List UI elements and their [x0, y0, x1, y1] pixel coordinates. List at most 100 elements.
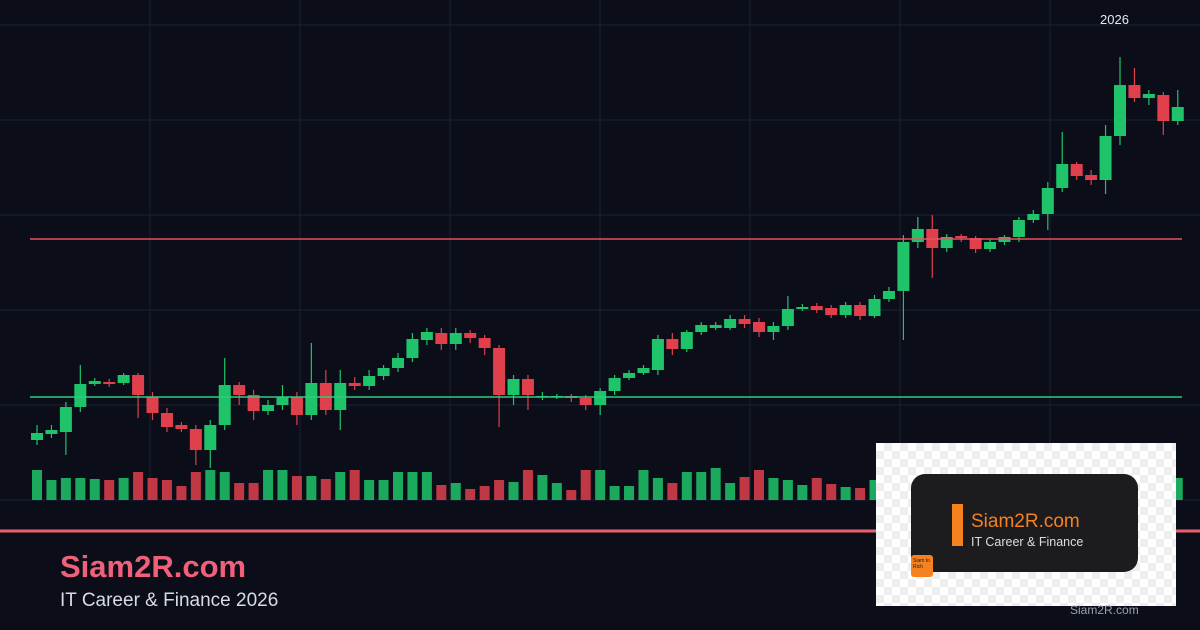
volume-bar [638, 470, 649, 500]
candle-body [1157, 95, 1170, 121]
volume-bar [609, 486, 620, 500]
volume-bar [782, 480, 793, 500]
volume-bar [421, 472, 432, 500]
volume-bar [869, 480, 880, 500]
candle-body [623, 373, 636, 378]
candle-body [59, 407, 72, 432]
volume-bar [1172, 478, 1183, 500]
volume-bar [580, 470, 591, 500]
candle-body [1171, 107, 1184, 121]
candle-body [189, 429, 202, 450]
candle-body [117, 375, 130, 383]
candle-body [1114, 85, 1126, 136]
candle-body [666, 339, 679, 349]
candle-body [897, 242, 910, 291]
candle-body [579, 398, 592, 405]
volume-bar [133, 472, 144, 500]
candle-body [218, 385, 231, 425]
volume-bar [364, 480, 375, 500]
candle-body [31, 433, 43, 440]
volume-bar [46, 480, 57, 500]
candle-body [637, 368, 650, 373]
candle-body [680, 332, 693, 349]
volume-bar [710, 468, 721, 500]
volume-bar [32, 470, 42, 500]
candle-body [709, 325, 722, 328]
volume-bar [60, 478, 71, 500]
volume-bar [291, 476, 302, 500]
candle-body [160, 413, 173, 427]
volume-bar [855, 488, 866, 500]
candle-body [767, 326, 780, 332]
candle-body [132, 375, 145, 395]
volume-bar [652, 478, 663, 500]
candle-body [882, 291, 895, 299]
candle-body [435, 333, 448, 344]
volume-bar [436, 485, 447, 500]
badge-bar [952, 504, 963, 546]
volume-bar [797, 485, 808, 500]
candle-body [276, 397, 289, 405]
candle-body [377, 368, 390, 376]
volume-bar [320, 479, 331, 500]
badge-title: Siam2R.com [971, 511, 1080, 532]
candle-body [493, 348, 506, 395]
volume-bar [118, 478, 129, 500]
volume-bar [754, 470, 764, 500]
candle-body [608, 378, 621, 391]
volume-bar [234, 483, 245, 500]
candle-body [103, 382, 116, 384]
volume-bar [667, 483, 678, 500]
volume-bar [161, 480, 172, 500]
candle-body [175, 425, 188, 429]
candle-body [1099, 136, 1112, 180]
candle-body [363, 376, 376, 386]
volume-bar [624, 486, 635, 500]
candle-body [825, 308, 838, 315]
volume-bar [263, 470, 274, 500]
candle-body [420, 332, 433, 340]
candle-body [1085, 175, 1098, 180]
candle-body [651, 339, 664, 370]
candle-body [724, 319, 737, 328]
badge-subtitle: IT Career & Finance [971, 535, 1084, 549]
badge-card: Siam2R.com IT Career & Finance Siam to R… [911, 474, 1138, 577]
volume-bar [450, 483, 461, 500]
volume-bar [595, 470, 606, 500]
volume-bar [219, 472, 230, 500]
footer-subtitle: IT Career & Finance 2026 [60, 590, 279, 611]
candle-body [507, 379, 520, 395]
volume-bar [378, 480, 389, 500]
volume-bar [566, 490, 577, 500]
candle-body [753, 322, 765, 332]
volume-bar [349, 470, 360, 500]
candle-body [88, 381, 101, 384]
volume-bar [465, 489, 476, 500]
volume-bar [248, 483, 259, 500]
candle-body [1128, 85, 1141, 98]
volume-bar [190, 472, 201, 500]
candle-body [233, 385, 246, 395]
candle-body [781, 309, 794, 326]
volume-bar [393, 472, 403, 500]
volume-bar [306, 476, 317, 500]
candle-body [984, 242, 997, 249]
candle-body [955, 236, 968, 238]
candle-body [1142, 94, 1155, 98]
year-label: 2026 [1100, 12, 1129, 27]
candle-body [521, 379, 534, 395]
candle-body [1027, 214, 1040, 220]
candle-body [74, 384, 87, 407]
candle-body [839, 305, 852, 315]
volume-bar [768, 478, 779, 500]
volume-bar [537, 475, 548, 500]
candle-body [911, 229, 924, 242]
volume-bar [205, 470, 216, 500]
candle-body [1056, 164, 1069, 188]
volume-bar [335, 472, 346, 500]
candle-body [290, 397, 303, 415]
candle-body [392, 358, 404, 368]
volume-bar [840, 487, 851, 500]
candle-body [969, 238, 982, 249]
candle-body [940, 237, 953, 248]
